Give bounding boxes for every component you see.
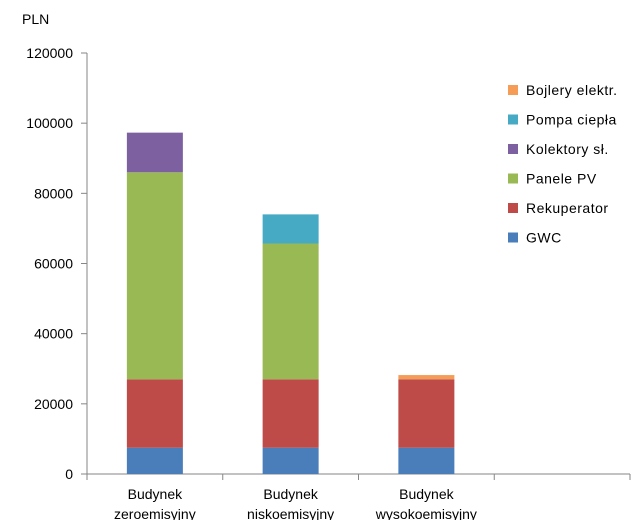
legend-label: Rekuperator	[526, 200, 609, 216]
bar-segment	[262, 243, 319, 380]
y-tick-label: 0	[65, 466, 73, 482]
bar-segment	[126, 379, 183, 448]
x-category-label: wysokoemisyjny	[375, 506, 477, 520]
bar-segments	[126, 132, 455, 474]
y-tick-label: 100000	[26, 115, 73, 131]
y-axis: 0 20000 40000 60000 80000 100000 120000	[26, 45, 88, 482]
legend-swatch	[508, 232, 518, 243]
y-tick-label: 120000	[26, 45, 73, 61]
bar-segment	[398, 379, 455, 448]
bar-segment	[262, 379, 319, 448]
bar-segment	[398, 447, 455, 474]
legend-label: Bojlery elektr.	[526, 82, 618, 98]
bar-segment	[262, 447, 319, 474]
x-category-label: niskoemisyjny	[247, 506, 334, 520]
bar-segment	[126, 132, 183, 173]
legend-swatch	[508, 144, 518, 154]
x-category-label: Budynek	[128, 486, 183, 502]
legend-swatch	[508, 203, 518, 213]
legend-swatch	[508, 85, 518, 95]
x-category-label: zeroemisyjny	[114, 506, 196, 520]
legend-swatch	[508, 173, 518, 184]
bar-segment	[398, 375, 455, 380]
y-tick-label: 40000	[34, 326, 73, 342]
y-tick-label: 60000	[34, 256, 73, 272]
legend: Bojlery elektr. Pompa ciepła Kolektory sł.…	[508, 82, 618, 246]
legend-label: Kolektory sł.	[526, 141, 609, 157]
legend-swatch	[508, 114, 518, 125]
y-tick-label: 80000	[34, 185, 73, 201]
legend-label: GWC	[526, 230, 562, 246]
x-axis: Budynek zeroemisyjny Budynek niskoemisyjny B…	[86, 473, 631, 520]
x-category-label: Budynek	[263, 486, 318, 502]
legend-label: Panele PV	[526, 171, 597, 187]
y-axis-unit-label: PLN	[22, 11, 49, 27]
bar-segment	[126, 447, 183, 474]
legend-label: Pompa ciepła	[526, 112, 617, 128]
x-category-label: Budynek	[399, 486, 454, 502]
y-tick-label: 20000	[34, 396, 73, 412]
bar-segment	[126, 172, 183, 380]
bar-segment	[262, 214, 319, 244]
